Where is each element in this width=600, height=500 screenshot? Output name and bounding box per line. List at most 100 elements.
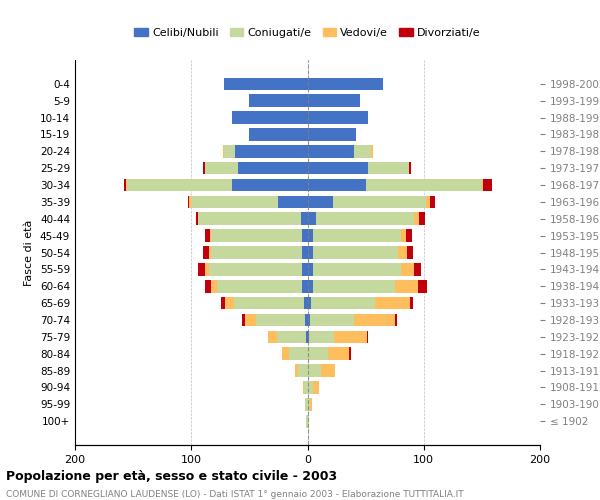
Bar bbox=[308, 280, 313, 292]
Bar bbox=[482, 178, 483, 192]
Bar bbox=[250, 94, 308, 107]
Bar bbox=[209, 246, 211, 259]
Bar bbox=[242, 314, 245, 326]
Bar bbox=[308, 162, 368, 174]
Bar bbox=[308, 381, 313, 394]
Bar bbox=[407, 246, 413, 259]
Bar bbox=[334, 330, 367, 343]
Bar bbox=[333, 196, 426, 208]
Bar bbox=[126, 178, 127, 192]
Bar bbox=[308, 111, 368, 124]
Bar bbox=[232, 111, 308, 124]
Bar bbox=[308, 212, 316, 225]
Bar bbox=[304, 297, 308, 310]
Bar bbox=[365, 178, 482, 192]
Bar bbox=[302, 280, 308, 292]
Bar bbox=[307, 330, 308, 343]
Bar bbox=[419, 212, 425, 225]
Bar bbox=[198, 263, 205, 276]
Bar bbox=[313, 280, 395, 292]
Bar bbox=[430, 196, 436, 208]
Bar bbox=[308, 178, 365, 192]
Bar bbox=[211, 246, 302, 259]
Bar bbox=[310, 398, 312, 410]
Bar bbox=[289, 348, 308, 360]
Bar bbox=[210, 230, 211, 242]
Bar bbox=[278, 196, 308, 208]
Bar bbox=[310, 314, 354, 326]
Bar bbox=[205, 230, 210, 242]
Bar bbox=[224, 78, 308, 90]
Bar bbox=[426, 196, 430, 208]
Bar bbox=[401, 230, 406, 242]
Bar bbox=[298, 364, 308, 377]
Bar bbox=[189, 196, 191, 208]
Legend: Celibi/Nubili, Coniugati/e, Vedovi/e, Divorziati/e: Celibi/Nubili, Coniugati/e, Vedovi/e, Di… bbox=[130, 23, 485, 42]
Bar bbox=[322, 364, 335, 377]
Bar bbox=[205, 162, 238, 174]
Bar bbox=[313, 263, 401, 276]
Text: COMUNE DI CORNEGLIANO LAUDENSE (LO) - Dati ISTAT 1° gennaio 2003 - Elaborazione : COMUNE DI CORNEGLIANO LAUDENSE (LO) - Da… bbox=[6, 490, 464, 499]
Bar bbox=[234, 297, 304, 310]
Bar bbox=[401, 263, 415, 276]
Bar bbox=[302, 263, 308, 276]
Bar bbox=[354, 145, 371, 158]
Bar bbox=[224, 145, 235, 158]
Bar bbox=[308, 196, 333, 208]
Bar bbox=[305, 314, 308, 326]
Y-axis label: Fasce di età: Fasce di età bbox=[25, 220, 34, 286]
Bar bbox=[308, 297, 311, 310]
Bar bbox=[203, 246, 209, 259]
Bar bbox=[409, 162, 411, 174]
Bar bbox=[232, 178, 308, 192]
Bar bbox=[313, 230, 401, 242]
Bar bbox=[203, 162, 205, 174]
Bar bbox=[198, 212, 301, 225]
Bar bbox=[196, 212, 198, 225]
Bar bbox=[238, 162, 308, 174]
Bar bbox=[268, 330, 277, 343]
Bar bbox=[127, 178, 232, 192]
Bar bbox=[375, 297, 410, 310]
Bar bbox=[311, 297, 375, 310]
Bar bbox=[313, 381, 319, 394]
Bar bbox=[398, 246, 407, 259]
Bar bbox=[418, 280, 427, 292]
Bar bbox=[211, 230, 302, 242]
Bar bbox=[235, 145, 308, 158]
Bar bbox=[308, 398, 310, 410]
Bar bbox=[483, 178, 493, 192]
Bar bbox=[307, 415, 308, 428]
Bar bbox=[415, 263, 421, 276]
Bar bbox=[406, 230, 412, 242]
Bar bbox=[245, 314, 256, 326]
Bar bbox=[328, 348, 349, 360]
Bar bbox=[415, 212, 419, 225]
Bar bbox=[295, 364, 298, 377]
Bar bbox=[303, 381, 304, 394]
Bar bbox=[209, 263, 302, 276]
Bar bbox=[308, 348, 328, 360]
Bar bbox=[371, 145, 373, 158]
Bar bbox=[368, 162, 409, 174]
Bar bbox=[410, 297, 413, 310]
Bar bbox=[256, 314, 305, 326]
Bar bbox=[308, 314, 310, 326]
Bar bbox=[395, 314, 397, 326]
Bar bbox=[313, 246, 398, 259]
Bar bbox=[349, 348, 350, 360]
Bar bbox=[124, 178, 126, 192]
Bar bbox=[302, 246, 308, 259]
Bar bbox=[188, 196, 189, 208]
Bar bbox=[250, 128, 308, 141]
Bar bbox=[308, 330, 334, 343]
Text: Popolazione per età, sesso e stato civile - 2003: Popolazione per età, sesso e stato civil… bbox=[6, 470, 337, 483]
Bar bbox=[308, 364, 322, 377]
Bar bbox=[301, 212, 308, 225]
Bar bbox=[354, 314, 395, 326]
Bar bbox=[304, 381, 308, 394]
Bar bbox=[308, 230, 313, 242]
Bar bbox=[395, 280, 418, 292]
Bar bbox=[223, 145, 224, 158]
Bar bbox=[282, 348, 289, 360]
